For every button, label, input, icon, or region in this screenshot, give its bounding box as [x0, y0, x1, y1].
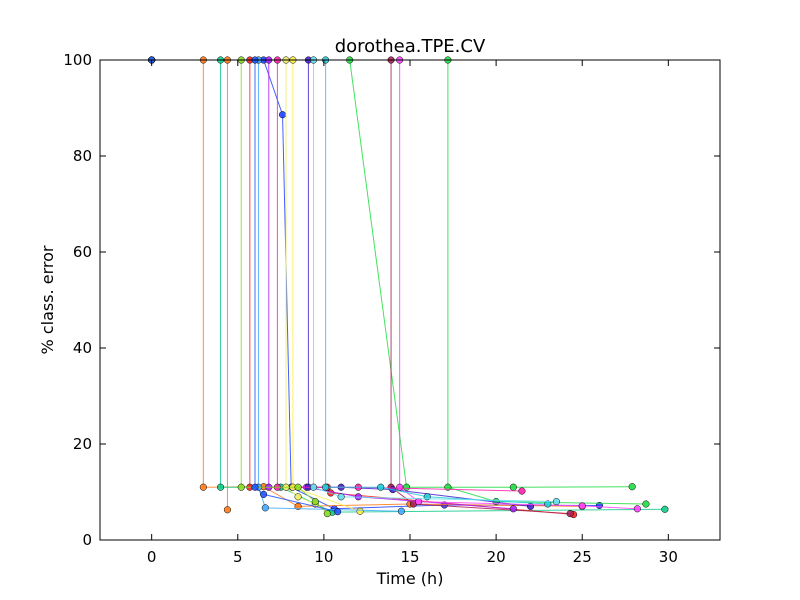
y-tick-label: 0	[82, 531, 92, 549]
data-point	[509, 483, 517, 491]
data-point	[578, 502, 586, 510]
data-point	[628, 483, 636, 491]
x-tick-label: 20	[487, 548, 506, 566]
data-point	[415, 498, 423, 506]
data-point	[310, 483, 318, 491]
data-point	[217, 483, 225, 491]
x-tick-label: 5	[233, 548, 243, 566]
data-point	[294, 483, 302, 491]
x-tick-label: 25	[573, 548, 592, 566]
y-tick-label: 60	[73, 243, 92, 261]
data-point	[642, 500, 650, 508]
data-point	[223, 506, 231, 514]
y-tick-label: 100	[63, 51, 92, 69]
data-point	[633, 505, 641, 513]
data-point	[261, 504, 269, 512]
data-point	[311, 498, 319, 506]
data-point	[337, 493, 345, 501]
y-tick-label: 80	[73, 147, 92, 165]
data-point	[279, 111, 287, 119]
data-point	[322, 483, 330, 491]
data-point	[251, 483, 259, 491]
data-point	[323, 510, 331, 518]
x-axis-title: Time (h)	[376, 569, 444, 588]
data-point	[260, 490, 268, 498]
data-point	[294, 493, 302, 501]
data-point	[403, 483, 411, 491]
data-point	[397, 507, 405, 515]
data-point	[377, 483, 385, 491]
data-point	[356, 507, 364, 515]
x-tick-label: 30	[659, 548, 678, 566]
data-point	[544, 500, 552, 508]
data-point	[661, 505, 669, 513]
data-point	[294, 502, 302, 510]
data-point	[552, 498, 560, 506]
y-tick-label: 40	[73, 339, 92, 357]
x-tick-label: 0	[147, 548, 157, 566]
data-point	[396, 483, 404, 491]
axes-layer: 0 5 10 15 20 25 30 0 20 40 60 80 100	[63, 51, 721, 566]
data-point	[509, 505, 517, 513]
chart-title: dorothea.TPE.CV	[335, 36, 486, 57]
x-tick-label: 10	[314, 548, 333, 566]
y-axis-title: % class. error	[38, 245, 57, 354]
x-tick-label: 15	[400, 548, 419, 566]
data-point	[199, 483, 207, 491]
plot-background	[100, 60, 720, 540]
data-point	[518, 487, 526, 495]
data-point	[566, 510, 574, 518]
data-point	[237, 483, 245, 491]
y-tick-label: 20	[73, 435, 92, 453]
data-point	[334, 508, 342, 516]
